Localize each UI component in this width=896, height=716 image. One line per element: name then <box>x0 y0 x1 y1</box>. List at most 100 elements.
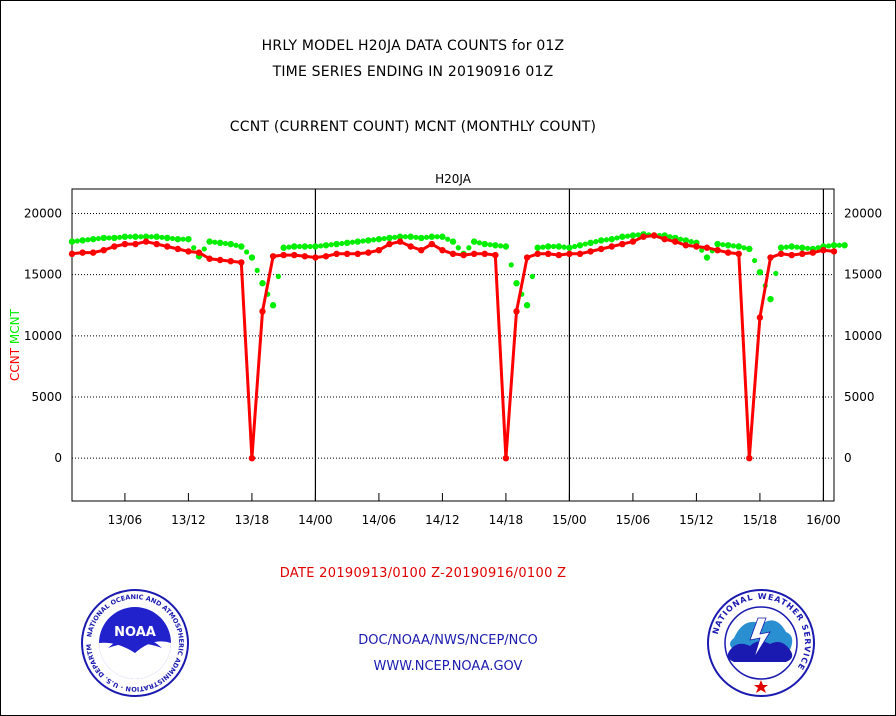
series-mcnt <box>68 231 848 309</box>
x-tick-label: 13/18 <box>235 513 270 527</box>
mcnt-dot <box>826 243 832 249</box>
ccnt-point <box>386 240 393 248</box>
ccnt-point <box>693 243 700 250</box>
mcnt-point <box>301 243 309 250</box>
mcnt-dot <box>180 236 186 242</box>
mcnt-dot <box>95 235 102 242</box>
mcnt-dot <box>540 244 546 250</box>
ccnt-point <box>756 314 764 321</box>
y-tick-label-left: 10000 <box>24 329 62 343</box>
ccnt-point <box>545 250 552 258</box>
mcnt-dot <box>445 236 451 242</box>
ccnt-point <box>481 250 488 258</box>
mcnt-dot <box>244 249 250 255</box>
mcnt-point <box>153 233 160 240</box>
mcnt-dot <box>339 240 345 247</box>
mcnt-point <box>703 254 711 261</box>
ccnt-point <box>714 246 721 254</box>
mcnt-dot <box>117 234 123 240</box>
chart-header-line-3: CCNT (CURRENT COUNT) MCNT (MONTHLY COUNT… <box>229 119 597 135</box>
ccnt-point <box>312 254 319 261</box>
mcnt-dot <box>476 240 483 246</box>
mcnt-dot <box>360 238 366 244</box>
mcnt-point <box>788 243 795 250</box>
ccnt-point <box>809 249 817 256</box>
mcnt-point <box>343 239 351 247</box>
ccnt-point <box>111 243 118 250</box>
mcnt-dot <box>286 244 292 250</box>
noaa-logo-name: NOAA <box>114 625 156 640</box>
ccnt-point <box>449 250 457 258</box>
grid-lines <box>72 212 834 459</box>
x-tick-label: 13/12 <box>171 513 206 527</box>
ccnt-point <box>735 250 742 258</box>
y-tick-label-left: 5000 <box>31 390 62 404</box>
mcnt-dot <box>201 246 207 252</box>
mcnt-dot <box>191 245 197 251</box>
mcnt-dot <box>402 234 408 240</box>
ccnt-point <box>502 454 510 462</box>
ccnt-point <box>132 240 139 248</box>
mcnt-dot <box>222 240 229 247</box>
mcnt-dot <box>508 262 514 268</box>
mcnt-point <box>523 302 531 309</box>
ccnt-point <box>185 248 192 255</box>
mcnt-point <box>132 233 139 240</box>
ccnt-point <box>396 238 404 245</box>
x-tick-label: 14/12 <box>425 513 460 527</box>
ccnt-point <box>291 251 298 259</box>
ccnt-point <box>799 250 806 258</box>
ccnt-point <box>407 243 414 250</box>
ccnt-point <box>470 250 478 258</box>
mcnt-point <box>439 233 446 240</box>
mcnt-point <box>333 240 340 248</box>
mcnt-dot <box>741 245 747 251</box>
ccnt-point <box>216 256 224 264</box>
mcnt-point <box>799 244 806 251</box>
mcnt-point <box>269 302 277 309</box>
mcnt-dot <box>434 234 440 240</box>
ccnt-point <box>576 250 584 258</box>
y-tick-label-left: 20000 <box>24 206 62 220</box>
mcnt-dot <box>392 234 398 240</box>
x-tick-label: 16/00 <box>806 513 841 527</box>
mcnt-dot <box>212 239 218 245</box>
mcnt-point <box>619 233 626 240</box>
ccnt-point <box>640 233 647 240</box>
mcnt-point <box>682 237 690 244</box>
y-tick-label-right: 20000 <box>844 206 882 220</box>
mcnt-dot <box>635 232 641 238</box>
mcnt-dot <box>148 234 154 240</box>
ccnt-point <box>661 235 668 243</box>
chart-header-line-1: HRLY MODEL H20JA DATA COUNTS for 01Z <box>261 38 565 54</box>
ccnt-point <box>608 243 615 250</box>
mcnt-dot <box>307 243 313 250</box>
y-tick-label-right: 15000 <box>844 268 882 282</box>
ccnt-point <box>777 250 785 258</box>
mcnt-point <box>111 234 118 242</box>
mcnt-point <box>354 238 361 245</box>
mcnt-point <box>375 235 383 243</box>
mcnt-dot <box>349 239 356 245</box>
mcnt-dot <box>561 244 567 250</box>
mcnt-point <box>407 233 414 240</box>
mcnt-point <box>79 237 86 244</box>
ccnt-point <box>418 246 425 254</box>
mcnt-point <box>767 295 774 303</box>
ccnt-point <box>566 250 573 258</box>
chart-header-line-2: TIME SERIES ENDING IN 20190916 01Z <box>272 64 554 80</box>
mcnt-dot <box>233 242 239 248</box>
mcnt-point <box>428 233 436 240</box>
mcnt-point <box>238 243 245 250</box>
ccnt-point <box>555 251 563 259</box>
ccnt-point <box>439 246 446 254</box>
mcnt-point <box>470 238 478 245</box>
mcnt-point <box>185 235 192 243</box>
mcnt-dot <box>815 245 821 251</box>
ccnt-point <box>195 249 203 256</box>
mcnt-dot <box>138 234 144 240</box>
ccnt-point <box>79 249 86 256</box>
ccnt-point <box>513 308 520 315</box>
mcnt-dot <box>677 236 684 242</box>
